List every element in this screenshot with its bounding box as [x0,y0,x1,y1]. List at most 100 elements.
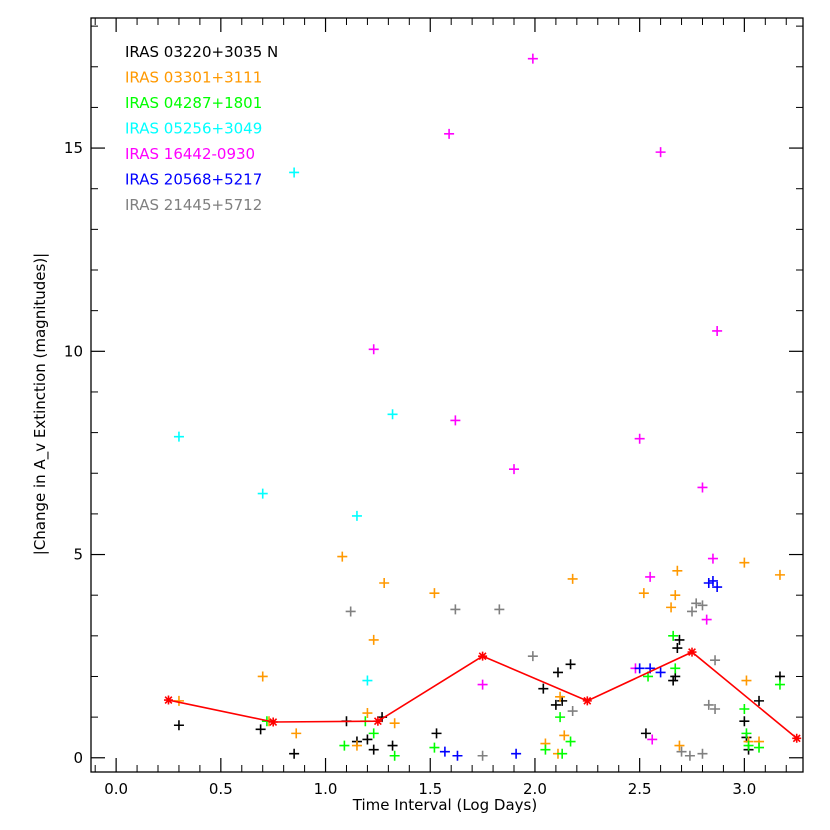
data-point [691,598,702,609]
y-tick-label: 10 [64,342,83,360]
trend-marker [163,695,173,705]
data-point [703,577,714,588]
data-point [672,643,683,654]
data-point [337,551,348,562]
data-point [255,724,266,735]
data-point [257,671,268,682]
data-point [774,569,785,580]
data-point [368,344,379,355]
x-tick-label: 2.0 [523,780,547,798]
data-point [655,147,666,158]
data-point [710,703,721,714]
data-point [754,742,765,753]
data-point [439,746,450,757]
data-point [638,588,649,599]
data-point [557,748,568,759]
legend-entry: IRAS 03301+3111 [125,69,262,87]
data-point [707,575,718,586]
data-point [741,675,752,686]
data-point [450,415,461,426]
x-tick-label: 3.0 [732,780,756,798]
data-point [368,744,379,755]
data-point [697,748,708,759]
data-point [634,433,645,444]
y-tick-label: 0 [73,749,83,767]
data-point [538,683,549,694]
data-point [640,728,651,739]
data-point [173,720,184,731]
data-point [511,748,522,759]
x-tick-label: 0.0 [104,780,128,798]
data-point [739,703,750,714]
data-point [477,750,488,761]
data-point [555,691,566,702]
trend-marker [687,647,697,657]
data-point [379,577,390,588]
data-point [647,734,658,745]
data-point [362,708,373,719]
data-point [339,740,350,751]
x-tick-label: 1.5 [418,780,442,798]
y-tick-label: 15 [64,139,83,157]
data-point [701,614,712,625]
trend-marker [373,716,383,726]
trend-marker [268,717,278,727]
x-tick-label: 1.0 [314,780,338,798]
trend-marker [792,733,802,743]
trend-marker [478,651,488,661]
data-point [362,675,373,686]
data-point [712,582,723,593]
data-point [494,604,505,615]
x-tick-label: 0.5 [209,780,233,798]
data-point [707,553,718,564]
y-tick-label: 5 [73,546,83,564]
x-axis-title: Time Interval (Log Days) [352,796,537,814]
data-point [444,128,455,139]
data-point [362,734,373,745]
x-tick-label: 2.5 [628,780,652,798]
data-point [754,695,765,706]
data-point [555,712,566,723]
data-point [289,748,300,759]
data-point [429,742,440,753]
trend-marker [582,696,592,706]
data-point [670,590,681,601]
data-point [345,606,356,617]
data-point [452,750,463,761]
data-point [257,488,268,499]
data-point [509,464,520,475]
data-point [674,634,685,645]
y-axis-title: |Change in A_v Extinction (magnitudes)| [31,253,50,555]
data-point [389,750,400,761]
data-point [697,600,708,611]
data-point [289,167,300,178]
data-point [559,730,570,741]
data-point [389,718,400,729]
data-point [674,740,685,751]
data-point [774,679,785,690]
data-point [567,706,578,717]
data-point [351,740,362,751]
data-point [552,667,563,678]
data-point [527,651,538,662]
data-point [697,482,708,493]
legend-entry: IRAS 05256+3049 [125,120,262,138]
data-point [655,667,666,678]
data-point [368,634,379,645]
data-point [703,699,714,710]
data-point [684,750,695,761]
data-point [527,53,538,64]
data-point [387,409,398,420]
data-point [540,744,551,755]
legend-entry: IRAS 20568+5217 [125,171,262,189]
legend-entry: IRAS 16442-0930 [125,145,255,163]
data-point [565,659,576,670]
data-point [739,557,750,568]
data-point [666,602,677,613]
data-point [739,716,750,727]
data-point [477,679,488,690]
data-point [634,663,645,674]
legend-entry: IRAS 03220+3035 N [125,43,278,61]
